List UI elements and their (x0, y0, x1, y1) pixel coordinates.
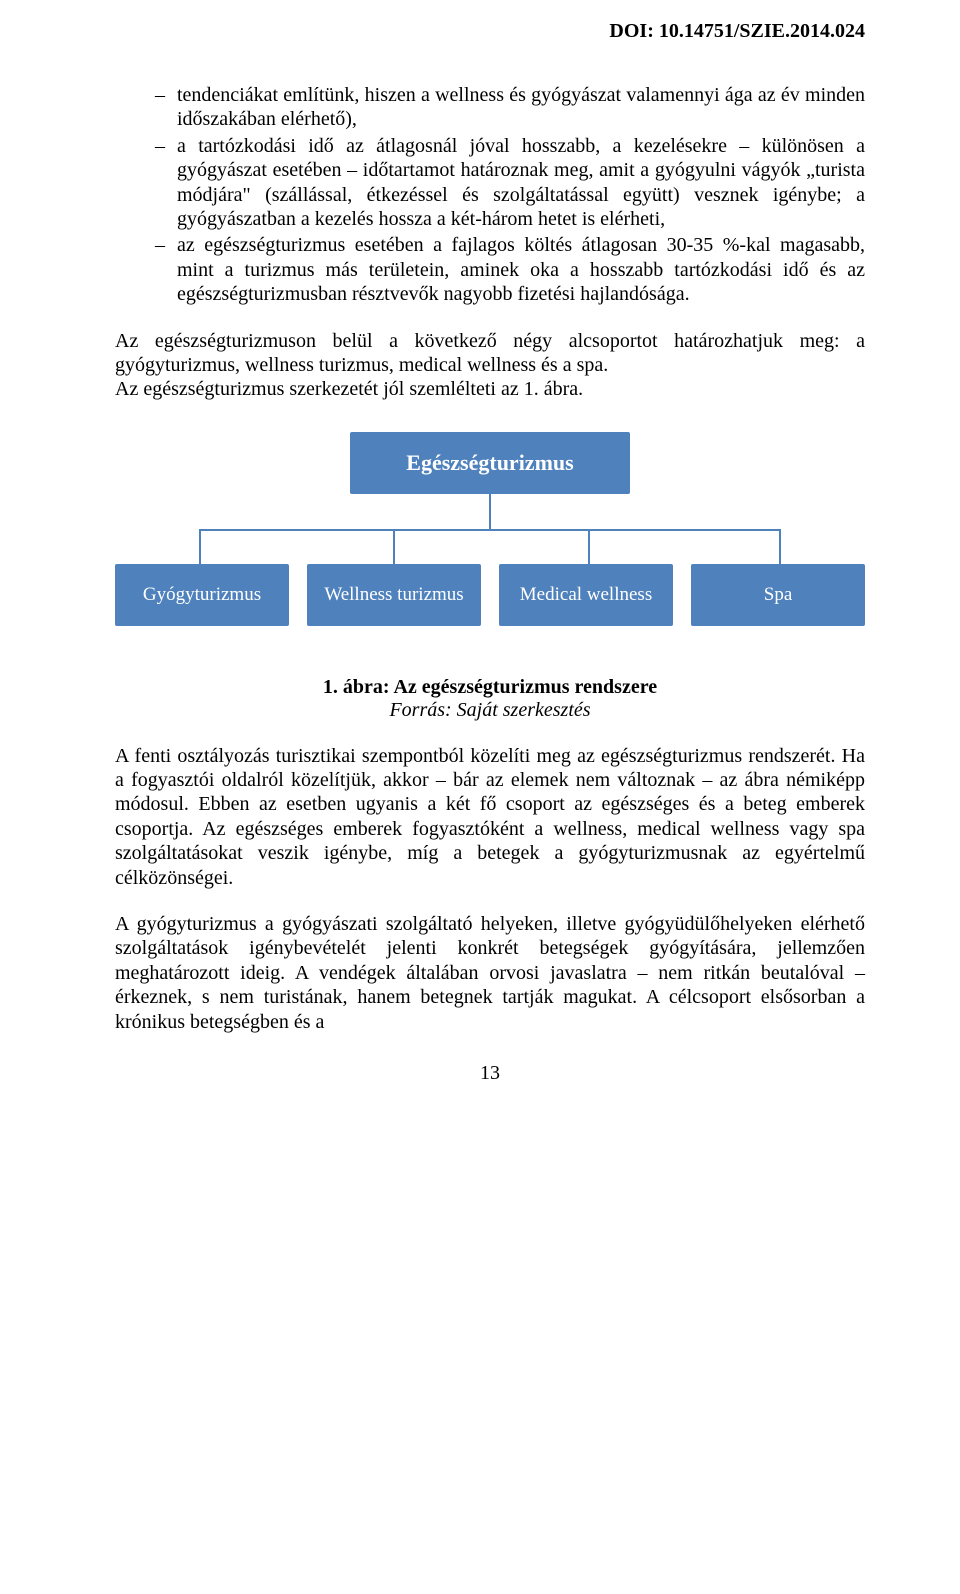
diagram-child-node: Spa (691, 564, 865, 626)
paragraph: Az egészségturizmuson belül a következő … (115, 329, 865, 402)
bullet-text: tendenciákat említünk, hiszen a wellness… (177, 83, 865, 132)
diagram-root-node: Egészségturizmus (350, 432, 630, 494)
bullet-dash-icon: – (155, 83, 177, 132)
paragraph-line: Az egészségturizmus szerkezetét jól szem… (115, 377, 865, 401)
bullet-dash-icon: – (155, 134, 177, 232)
connector-line (588, 529, 590, 564)
bullet-list: – tendenciákat említünk, hiszen a wellne… (155, 83, 865, 307)
connector-line (199, 529, 201, 564)
paragraph: A fenti osztályozás turisztikai szempont… (115, 744, 865, 890)
diagram-connectors (115, 494, 865, 564)
org-diagram: Egészségturizmus Gyógyturizmus Wellness … (115, 432, 865, 626)
list-item: – a tartózkodási idő az átlagosnál jóval… (155, 134, 865, 232)
connector-line (489, 494, 491, 529)
paragraph: A gyógyturizmus a gyógyászati szolgáltat… (115, 912, 865, 1034)
bullet-text: a tartózkodási idő az átlagosnál jóval h… (177, 134, 865, 232)
figure-caption: 1. ábra: Az egészségturizmus rendszere F… (115, 676, 865, 722)
page-number: 13 (115, 1062, 865, 1085)
connector-line (779, 529, 781, 564)
diagram-child-node: Gyógyturizmus (115, 564, 289, 626)
list-item: – tendenciákat említünk, hiszen a wellne… (155, 83, 865, 132)
bullet-dash-icon: – (155, 233, 177, 306)
diagram-child-node: Medical wellness (499, 564, 673, 626)
caption-title: 1. ábra: Az egészségturizmus rendszere (115, 676, 865, 699)
paragraph-line: Az egészségturizmuson belül a következő … (115, 329, 865, 378)
doi-header: DOI: 10.14751/SZIE.2014.024 (115, 20, 865, 43)
list-item: – az egészségturizmus esetében a fajlago… (155, 233, 865, 306)
diagram-child-node: Wellness turizmus (307, 564, 481, 626)
diagram-children-row: Gyógyturizmus Wellness turizmus Medical … (115, 564, 865, 626)
connector-line (393, 529, 395, 564)
caption-source: Forrás: Saját szerkesztés (115, 699, 865, 722)
connector-line (199, 529, 781, 531)
bullet-text: az egészségturizmus esetében a fajlagos … (177, 233, 865, 306)
